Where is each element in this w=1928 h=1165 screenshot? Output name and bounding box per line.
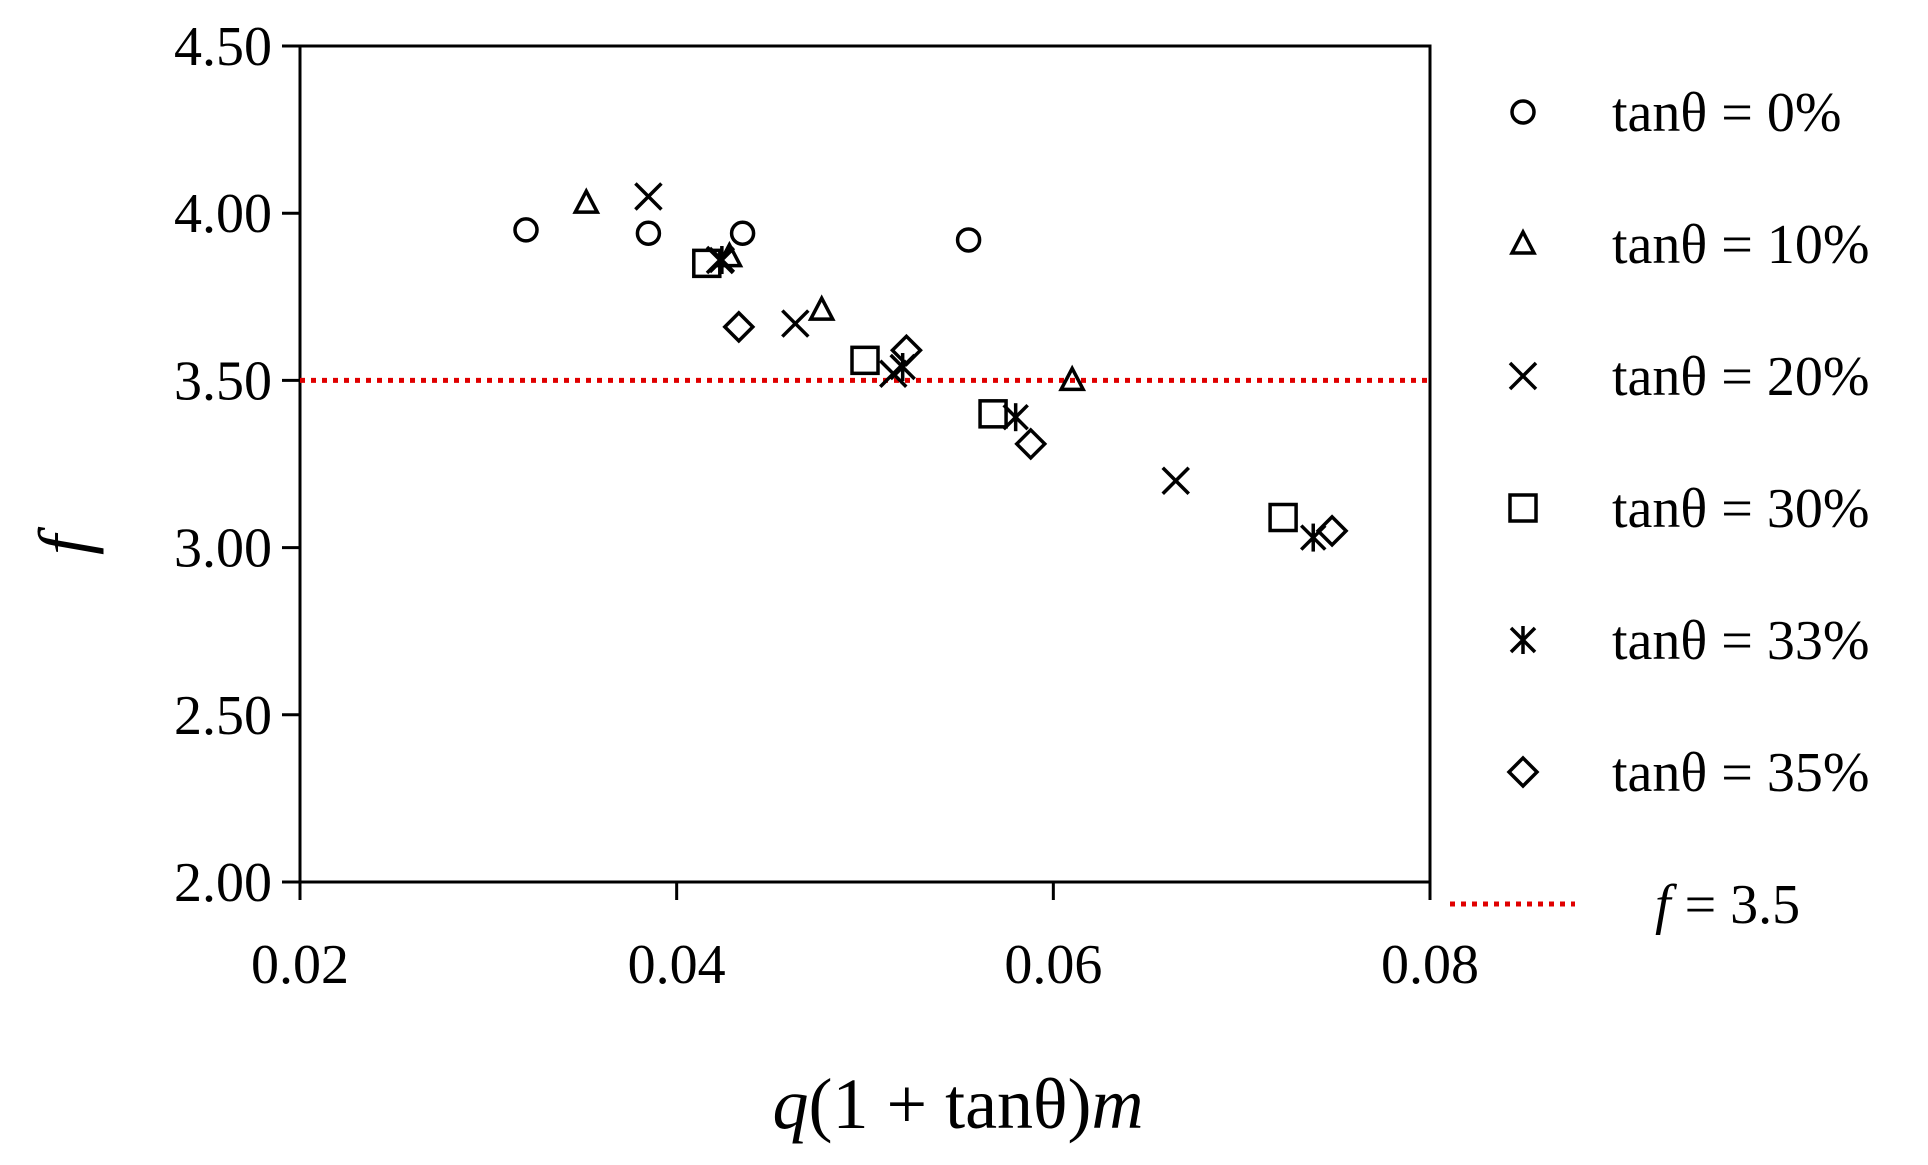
y-tick-label: 4.50	[174, 16, 272, 78]
data-point-square	[978, 399, 1008, 429]
legend-label-reference: f = 3.5	[1655, 874, 1800, 936]
y-tick-label: 2.00	[174, 852, 272, 914]
x-axis-label-part: q	[772, 1064, 808, 1144]
data-point-diamond	[889, 333, 923, 367]
y-axis-label: f	[24, 526, 104, 555]
data-point-diamond	[1315, 514, 1349, 548]
data-point-asterisk	[708, 246, 736, 275]
data-point-x	[781, 309, 810, 338]
data-point-x	[1161, 466, 1190, 495]
legend: tanθ = 0% tanθ = 10% tanθ = 20% tanθ = 30% t…	[1450, 82, 1869, 936]
data-point-circle	[729, 220, 756, 247]
data-point-asterisk	[1002, 403, 1029, 432]
legend-label: tanθ = 20%	[1612, 346, 1869, 408]
x-tick-label: 0.06	[1004, 934, 1102, 996]
y-tick-label: 2.50	[174, 685, 272, 747]
data-point-circle	[955, 227, 982, 253]
data-point-x	[634, 182, 663, 211]
y-tick-label: 4.00	[174, 183, 272, 245]
data-point-diamond	[722, 310, 756, 344]
x-axis-label-part: m	[1092, 1064, 1144, 1144]
data-point-triangle	[807, 294, 836, 321]
data-point-circle	[635, 220, 662, 247]
legend-label: tanθ = 0%	[1612, 82, 1841, 144]
data-point-triangle	[1058, 364, 1087, 392]
legend-marker-diamond	[1506, 755, 1540, 789]
x-tick-label: 0.02	[251, 934, 349, 996]
legend-marker-asterisk	[1509, 626, 1537, 654]
x-axis-label: q(1 + tanθ)m	[772, 1064, 1143, 1144]
data-point-square	[1268, 502, 1298, 533]
plot-area-frame	[298, 44, 1432, 884]
data-point-triangle	[572, 187, 601, 214]
data-point-circle	[513, 217, 539, 243]
x-axis-label-part: (1 + tanθ)	[808, 1064, 1091, 1144]
legend-marker-triangle	[1509, 228, 1537, 255]
y-tick-label: 3.00	[174, 518, 272, 580]
legend-reference-value: = 3.5	[1671, 874, 1801, 936]
x-axis: 0.02 0.04 0.06 0.08	[251, 882, 1479, 996]
x-tick-label: 0.04	[628, 934, 726, 996]
legend-label: tanθ = 30%	[1612, 478, 1869, 540]
data-point-diamond	[1014, 427, 1048, 461]
legend-label: tanθ = 10%	[1612, 214, 1869, 276]
x-tick-label: 0.08	[1381, 934, 1479, 996]
data-point-square	[850, 345, 880, 376]
legend-marker-circle	[1510, 99, 1536, 125]
legend-label: tanθ = 35%	[1612, 742, 1869, 804]
y-tick-label: 3.50	[174, 350, 272, 412]
legend-marker-x	[1508, 361, 1538, 391]
data-points	[513, 182, 1349, 552]
y-axis: 2.00 2.50 3.00 3.50 4.00 4.50	[174, 16, 300, 914]
legend-label: tanθ = 33%	[1612, 610, 1869, 672]
legend-marker-square	[1508, 493, 1538, 523]
